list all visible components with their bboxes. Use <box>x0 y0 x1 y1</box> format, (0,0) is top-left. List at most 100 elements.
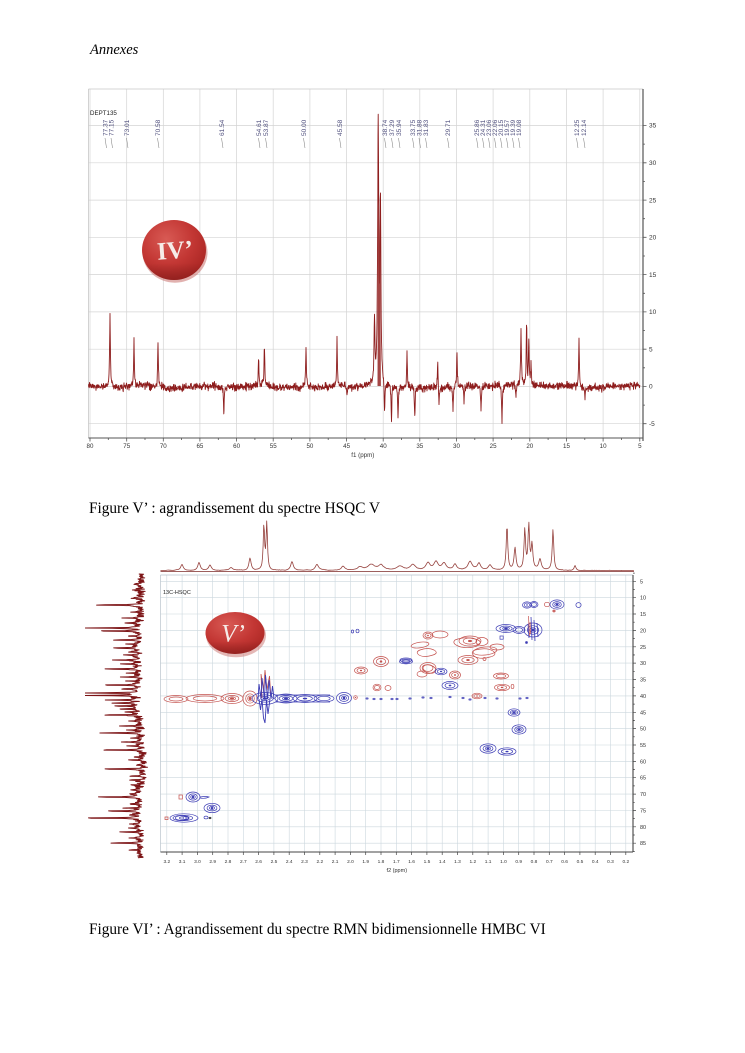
svg-text:75: 75 <box>123 443 130 450</box>
svg-text:25: 25 <box>490 443 497 450</box>
svg-text:20.15: 20.15 <box>498 119 505 136</box>
svg-text:DEPT135: DEPT135 <box>90 110 117 117</box>
svg-text:1.9: 1.9 <box>362 859 369 865</box>
svg-text:0.4: 0.4 <box>592 859 599 865</box>
svg-text:50: 50 <box>640 727 646 733</box>
svg-text:2.9: 2.9 <box>209 859 216 865</box>
svg-text:24.31: 24.31 <box>480 119 487 136</box>
svg-text:50.00: 50.00 <box>301 119 308 136</box>
svg-text:5: 5 <box>649 346 653 353</box>
svg-text:3.2: 3.2 <box>163 859 170 865</box>
svg-text:12.25: 12.25 <box>574 119 581 136</box>
svg-text:60: 60 <box>233 443 240 450</box>
svg-text:IV’: IV’ <box>156 236 194 265</box>
svg-text:3.0: 3.0 <box>194 859 201 865</box>
svg-text:45.58: 45.58 <box>337 119 344 136</box>
svg-text:37.29: 37.29 <box>389 119 396 136</box>
svg-text:2.7: 2.7 <box>240 859 247 865</box>
svg-text:31.88: 31.88 <box>417 119 424 136</box>
svg-text:0.6: 0.6 <box>561 859 568 865</box>
svg-text:35: 35 <box>640 678 646 684</box>
svg-text:61.54: 61.54 <box>219 119 226 136</box>
svg-text:45: 45 <box>640 710 646 716</box>
svg-text:0.3: 0.3 <box>607 859 614 865</box>
svg-text:65: 65 <box>196 443 203 450</box>
svg-text:2.1: 2.1 <box>332 859 339 865</box>
svg-text:1.8: 1.8 <box>378 859 385 865</box>
svg-text:2.6: 2.6 <box>255 859 262 865</box>
svg-text:25: 25 <box>640 645 646 651</box>
svg-text:30: 30 <box>640 661 646 667</box>
svg-text:2.3: 2.3 <box>301 859 308 865</box>
svg-text:20: 20 <box>649 235 657 242</box>
svg-text:73.01: 73.01 <box>124 119 131 136</box>
svg-text:0.2: 0.2 <box>622 859 629 865</box>
svg-text:20: 20 <box>640 628 646 634</box>
svg-text:5: 5 <box>640 579 643 585</box>
svg-text:1.0: 1.0 <box>500 859 507 865</box>
svg-text:35: 35 <box>416 443 423 450</box>
svg-text:15: 15 <box>640 612 646 618</box>
svg-text:10: 10 <box>640 596 646 602</box>
svg-text:40: 40 <box>640 694 646 700</box>
svg-text:0.5: 0.5 <box>577 859 584 865</box>
svg-text:0.8: 0.8 <box>531 859 538 865</box>
svg-text:10: 10 <box>649 309 657 316</box>
svg-text:33.75: 33.75 <box>410 119 417 136</box>
svg-text:65: 65 <box>640 776 646 782</box>
svg-text:f1 (ppm): f1 (ppm) <box>351 452 374 459</box>
svg-text:20: 20 <box>526 443 533 450</box>
svg-text:53.87: 53.87 <box>263 119 270 136</box>
svg-text:35.94: 35.94 <box>396 119 403 136</box>
svg-text:15: 15 <box>649 272 657 279</box>
svg-text:25.86: 25.86 <box>474 119 481 136</box>
svg-text:23.06: 23.06 <box>486 119 493 136</box>
svg-text:60: 60 <box>640 759 646 765</box>
svg-text:1.5: 1.5 <box>424 859 431 865</box>
svg-text:5: 5 <box>638 443 642 450</box>
svg-text:70: 70 <box>160 443 167 450</box>
svg-text:30: 30 <box>453 443 460 450</box>
svg-text:45: 45 <box>343 443 350 450</box>
svg-text:55: 55 <box>270 443 277 450</box>
svg-text:19.39: 19.39 <box>510 119 517 136</box>
svg-text:15: 15 <box>563 443 570 450</box>
svg-text:25: 25 <box>649 197 657 204</box>
svg-text:0: 0 <box>649 384 653 391</box>
svg-text:30: 30 <box>649 160 657 167</box>
svg-text:19.08: 19.08 <box>516 119 523 136</box>
svg-text:22.06: 22.06 <box>492 119 499 136</box>
svg-text:13C-HSQC: 13C-HSQC <box>163 590 191 596</box>
svg-text:1.1: 1.1 <box>485 859 492 865</box>
svg-text:1.3: 1.3 <box>454 859 461 865</box>
svg-text:2.5: 2.5 <box>271 859 278 865</box>
svg-text:54.61: 54.61 <box>256 119 263 136</box>
svg-text:V’: V’ <box>221 621 245 648</box>
svg-text:85: 85 <box>640 841 646 847</box>
svg-text:0.9: 0.9 <box>515 859 522 865</box>
svg-text:19.57: 19.57 <box>504 119 511 136</box>
svg-text:10: 10 <box>600 443 607 450</box>
svg-text:1.4: 1.4 <box>439 859 446 865</box>
svg-text:2.2: 2.2 <box>316 859 323 865</box>
svg-text:3.1: 3.1 <box>179 859 186 865</box>
svg-text:75: 75 <box>640 809 646 815</box>
svg-text:12.14: 12.14 <box>581 119 588 136</box>
svg-text:35: 35 <box>649 123 657 130</box>
svg-text:29.71: 29.71 <box>445 119 452 136</box>
svg-text:1.2: 1.2 <box>469 859 476 865</box>
svg-text:1.7: 1.7 <box>393 859 400 865</box>
svg-text:77.15: 77.15 <box>109 119 116 136</box>
svg-text:70: 70 <box>640 792 646 798</box>
svg-text:80: 80 <box>640 825 646 831</box>
svg-text:2.8: 2.8 <box>225 859 232 865</box>
svg-text:-5: -5 <box>649 421 655 428</box>
svg-text:1.6: 1.6 <box>408 859 415 865</box>
svg-text:38.74: 38.74 <box>382 119 389 136</box>
svg-text:80: 80 <box>87 443 94 450</box>
svg-text:55: 55 <box>640 743 646 749</box>
svg-text:40: 40 <box>380 443 387 450</box>
svg-text:0.7: 0.7 <box>546 859 553 865</box>
svg-text:31.83: 31.83 <box>423 119 430 136</box>
svg-text:77.37: 77.37 <box>103 119 110 136</box>
